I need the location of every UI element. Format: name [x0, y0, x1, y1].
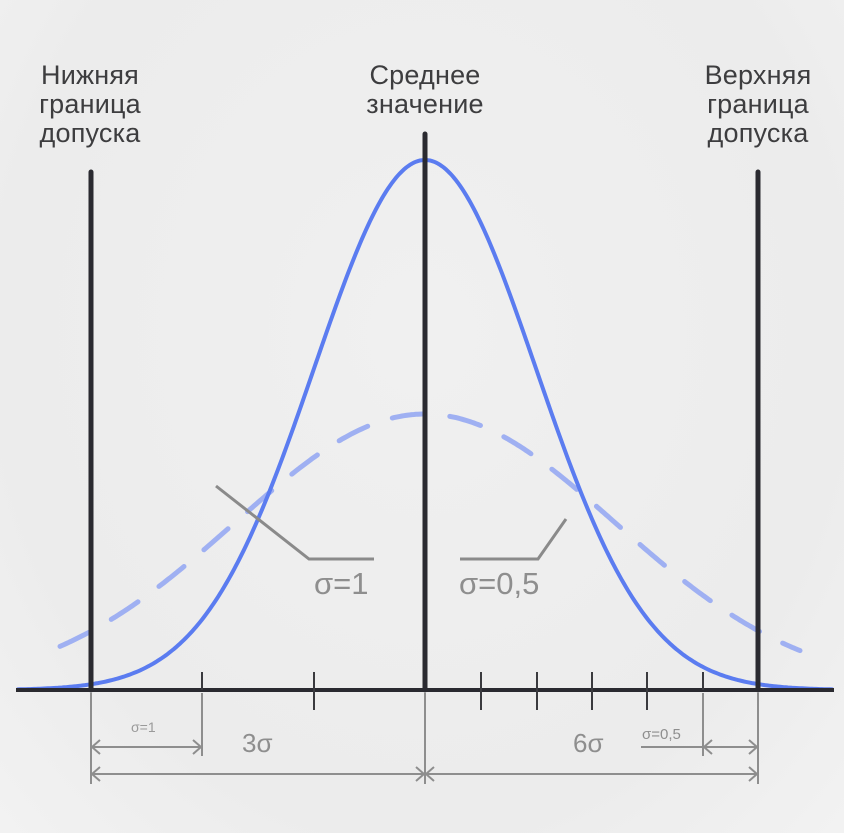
upper-limit-label: Верхняя граница допуска — [688, 61, 828, 148]
ticks-sigma1 — [201, 672, 315, 710]
upper-limit-line3: допуска — [707, 118, 809, 148]
dim-6sigma: 6σ — [573, 728, 604, 758]
ticks-sigma05 — [480, 672, 704, 710]
leader-sigma05 — [460, 518, 568, 561]
lower-limit-label: Нижняя граница допуска — [20, 61, 160, 148]
lower-limit-line1: Нижняя — [41, 60, 139, 90]
lower-limit-line3: допуска — [39, 118, 141, 148]
dim-sigma1: σ=1 — [131, 719, 156, 735]
label-sigma05: σ=0,5 — [459, 566, 539, 601]
dimension-lines — [90, 693, 759, 784]
lower-limit-line2: граница — [39, 89, 141, 119]
mean-line2: значение — [366, 89, 484, 119]
dim-3sigma: 3σ — [242, 728, 273, 758]
dim-sigma05: σ=0,5 — [642, 726, 681, 743]
label-sigma1: σ=1 — [314, 566, 368, 601]
upper-limit-line1: Верхняя — [704, 60, 812, 90]
mean-label: Среднее значение — [345, 61, 505, 119]
mean-line1: Среднее — [369, 60, 481, 90]
upper-limit-line2: граница — [707, 89, 809, 119]
dashed-curve-sigma1 — [57, 411, 803, 654]
leader-sigma1 — [215, 484, 374, 561]
